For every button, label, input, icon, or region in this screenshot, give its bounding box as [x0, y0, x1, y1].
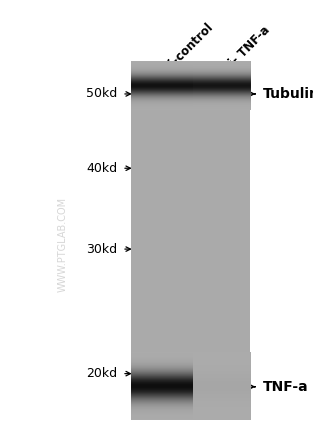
Text: si-control: si-control	[162, 21, 216, 74]
Text: si- TNF-a: si- TNF-a	[222, 24, 273, 74]
Text: 50kd: 50kd	[86, 87, 117, 101]
Bar	[131, 79, 250, 415]
Text: Tubulin: Tubulin	[263, 87, 313, 101]
Text: TNF-a: TNF-a	[263, 380, 309, 394]
Text: 20kd: 20kd	[86, 367, 117, 380]
Text: 30kd: 30kd	[86, 243, 117, 256]
Text: 40kd: 40kd	[86, 162, 117, 175]
Text: WWW.PTGLAB.COM: WWW.PTGLAB.COM	[58, 197, 68, 292]
